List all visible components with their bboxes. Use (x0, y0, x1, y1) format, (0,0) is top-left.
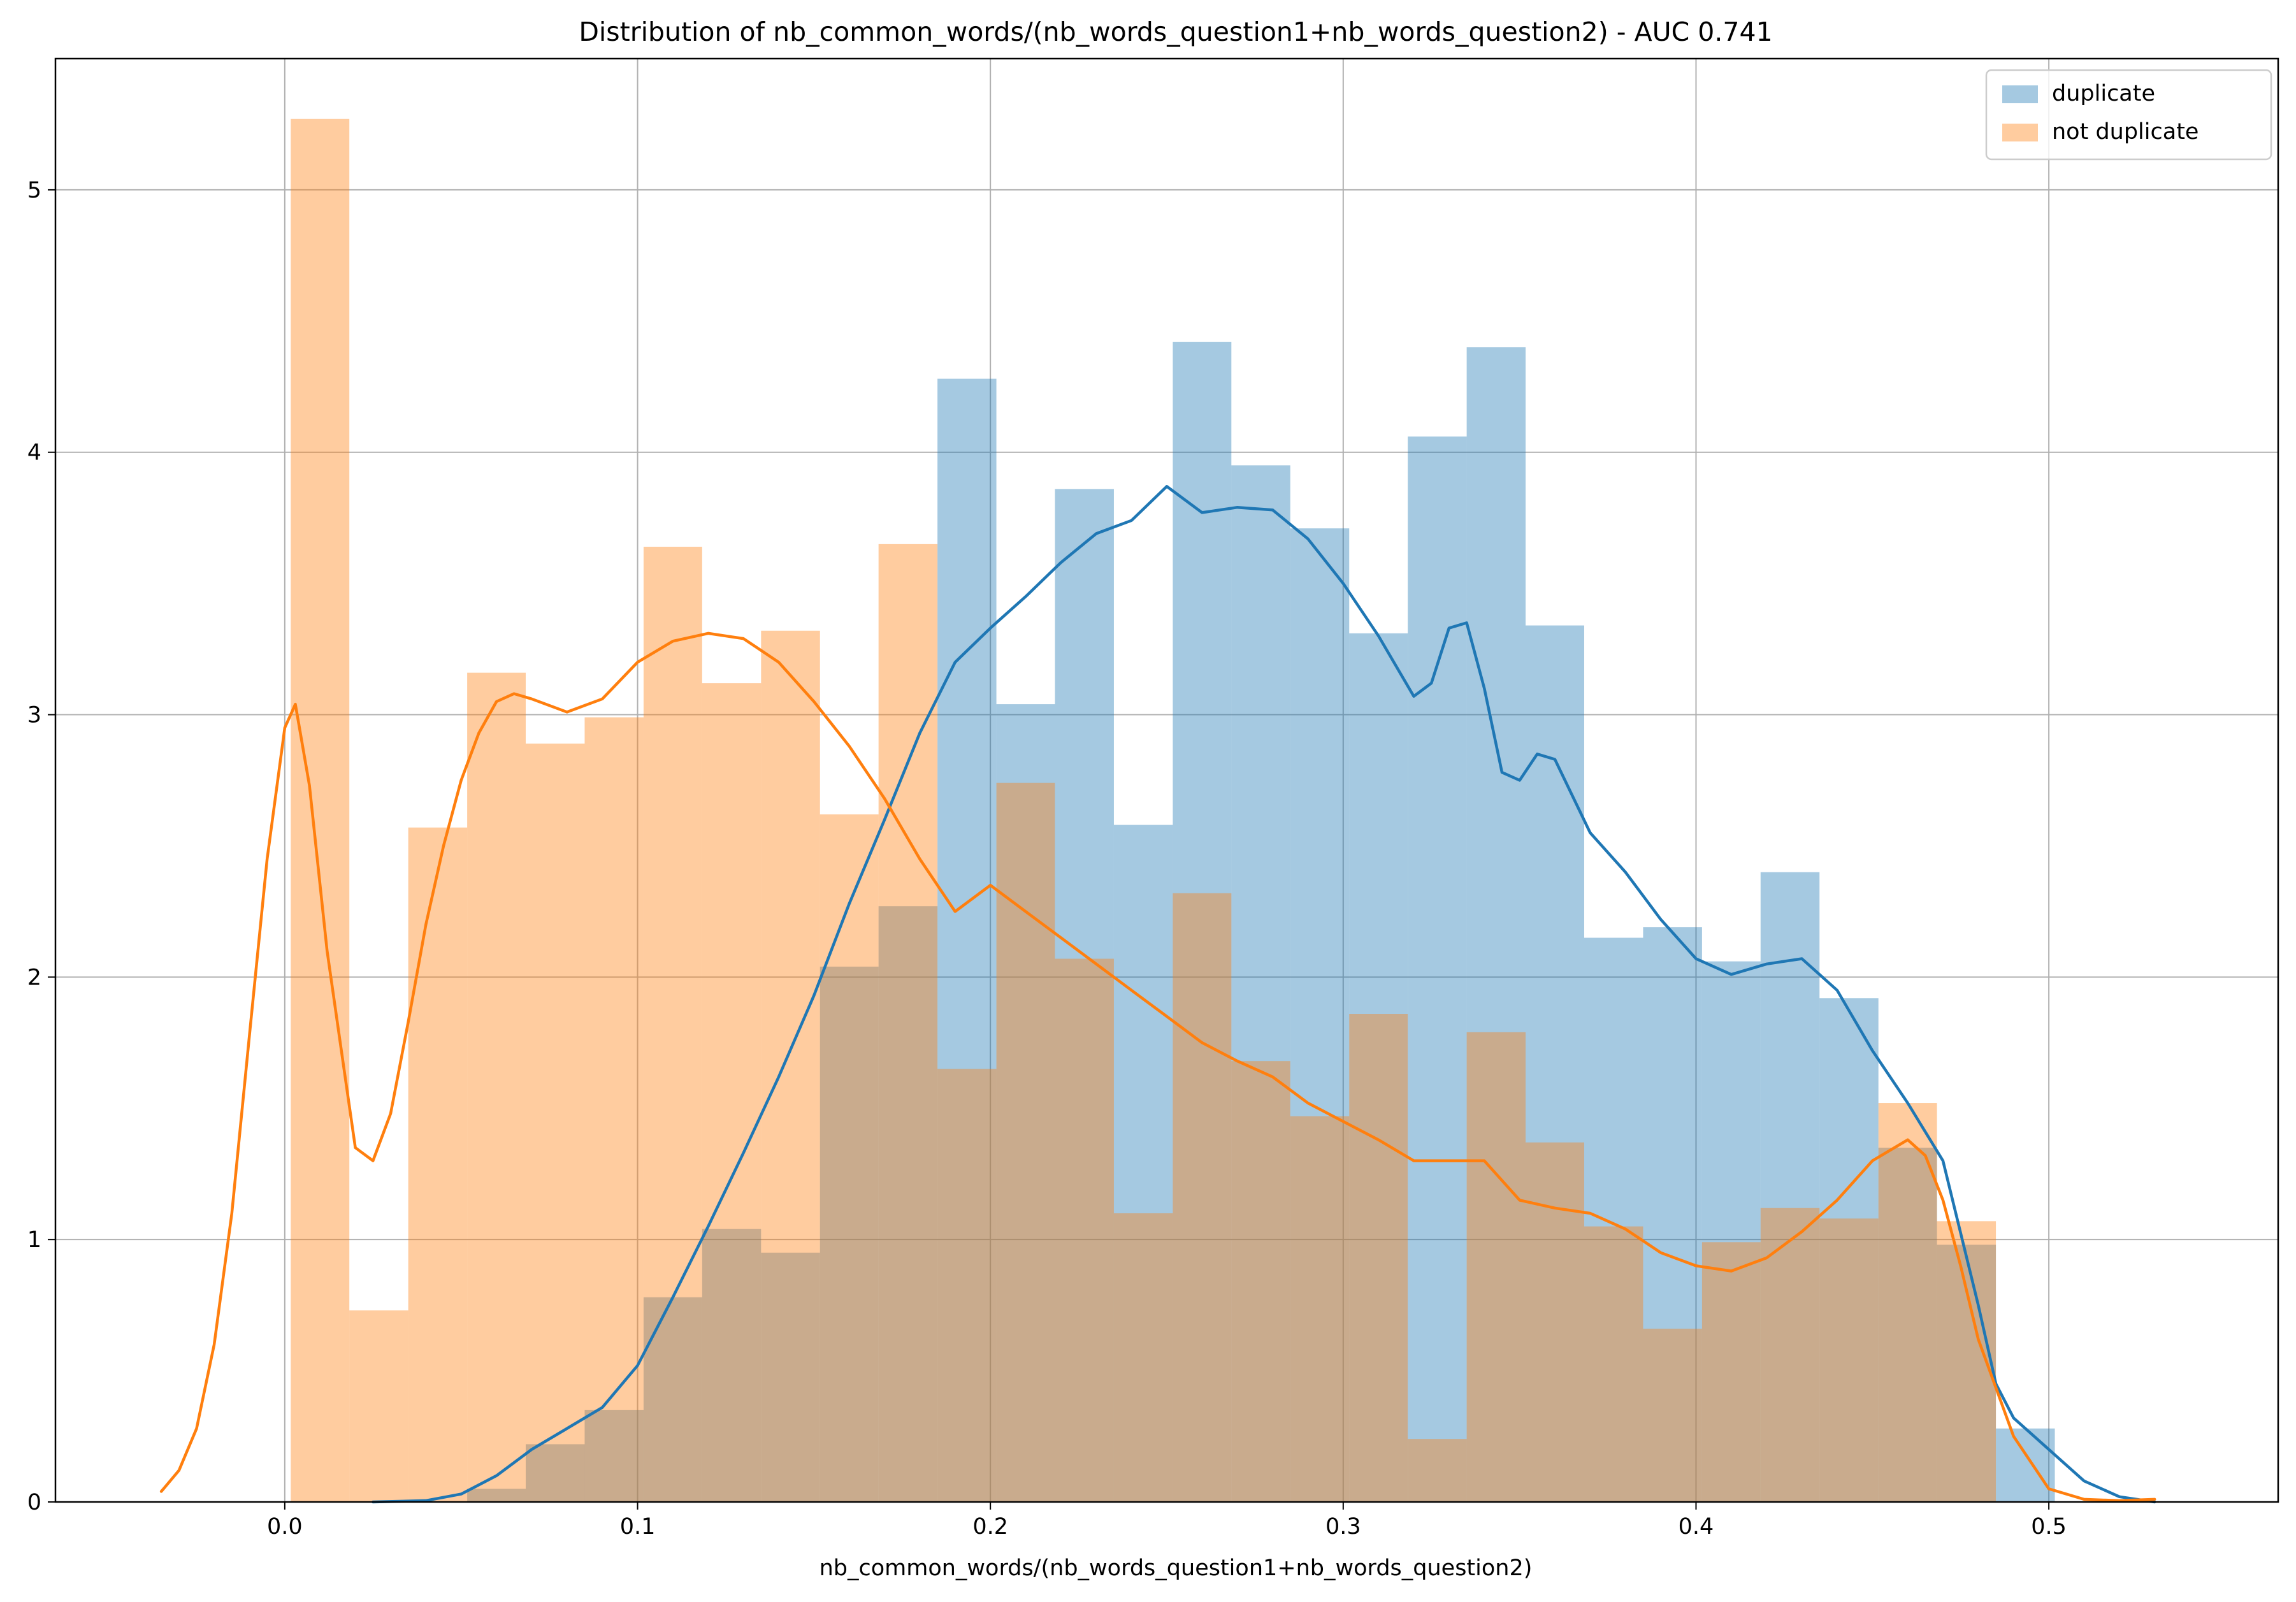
kde-curves (159, 485, 2156, 1504)
bar-duplicate (1819, 998, 1879, 1502)
y-tick-label: 0 (27, 1490, 41, 1515)
bar-not-duplicate (1466, 1032, 1526, 1502)
y-tick-label: 2 (27, 965, 41, 990)
bar-duplicate (1878, 1148, 1937, 1502)
x-tick-label: 0.0 (267, 1514, 303, 1540)
histogram-bars (291, 119, 2055, 1503)
bar-duplicate (584, 1410, 644, 1502)
bar-duplicate (878, 906, 938, 1502)
bar-duplicate (526, 1444, 585, 1502)
bar-not-duplicate (1643, 1329, 1702, 1502)
bar-not-duplicate (467, 672, 526, 1502)
bar-duplicate (1701, 961, 1761, 1502)
bar-not-duplicate (1878, 1103, 1937, 1502)
bar-duplicate (1231, 465, 1290, 1503)
bar-duplicate (1055, 489, 1114, 1502)
plot-area-frame (54, 57, 2279, 1503)
bar-duplicate (643, 1297, 702, 1502)
bar-duplicate (1113, 825, 1173, 1502)
bar-not-duplicate (996, 783, 1055, 1502)
bar-duplicate (1584, 937, 1643, 1502)
chart-title: Distribution of nb_common_words/(nb_word… (579, 17, 1772, 47)
kde-line-not-duplicate (159, 631, 2156, 1503)
y-tick-label: 5 (27, 178, 41, 203)
bar-not-duplicate (878, 544, 938, 1502)
bar-not-duplicate (761, 630, 820, 1502)
bar-duplicate (1760, 872, 1820, 1502)
bar-duplicate (1349, 633, 1408, 1502)
x-tick-label: 0.2 (972, 1514, 1008, 1540)
y-tick-label: 1 (27, 1227, 41, 1253)
bar-duplicate (1173, 342, 1232, 1502)
bar-not-duplicate (1173, 893, 1232, 1502)
bar-not-duplicate (1819, 1218, 1879, 1502)
bar-duplicate (1408, 437, 1467, 1502)
bar-not-duplicate (1290, 1116, 1350, 1502)
bar-duplicate (1466, 347, 1526, 1502)
bar-duplicate (1643, 927, 1702, 1502)
bar-duplicate (1290, 528, 1350, 1502)
legend-label-not-duplicate: not duplicate (2052, 119, 2199, 145)
bar-duplicate (702, 1229, 762, 1502)
bar-not-duplicate (1760, 1208, 1820, 1502)
bar-not-duplicate (937, 1069, 997, 1502)
y-tick-label: 4 (27, 440, 41, 466)
bar-duplicate (819, 966, 879, 1502)
bar-duplicate (761, 1252, 820, 1502)
legend-frame (1985, 69, 2272, 161)
bar-not-duplicate (702, 683, 762, 1502)
bar-duplicate (467, 1489, 526, 1502)
bar-not-duplicate (1584, 1226, 1643, 1502)
bar-not-duplicate (1349, 1014, 1408, 1502)
bar-duplicate (937, 379, 997, 1502)
bar-not-duplicate (643, 546, 702, 1502)
bar-not-duplicate (349, 1310, 408, 1502)
legend-label-duplicate: duplicate (2052, 81, 2155, 106)
bar-not-duplicate (408, 827, 468, 1502)
bar-not-duplicate (1408, 1439, 1467, 1502)
bar-not-duplicate (1055, 958, 1114, 1502)
x-tick-label: 0.3 (1325, 1514, 1361, 1540)
bar-not-duplicate (1526, 1142, 1584, 1502)
axis-ticks: 0.0 0.1 0.2 0.3 0.4 0.5 0 1 2 3 4 5 (27, 178, 2067, 1540)
x-tick-label: 0.5 (2031, 1514, 2067, 1540)
bar-duplicate (1526, 625, 1584, 1502)
x-tick-label: 0.1 (620, 1514, 656, 1540)
kde-line-duplicate (372, 485, 2156, 1504)
y-tick-label: 3 (27, 703, 41, 728)
legend-swatch-duplicate (2002, 85, 2038, 103)
bar-duplicate (1996, 1428, 2055, 1502)
bar-duplicate (996, 704, 1055, 1502)
bar-not-duplicate (291, 119, 350, 1502)
bar-not-duplicate (584, 717, 644, 1502)
x-axis-label: nb_common_words/(nb_words_question1+nb_w… (819, 1555, 1533, 1581)
bar-not-duplicate (1701, 1242, 1761, 1502)
bar-not-duplicate (1231, 1061, 1290, 1502)
grid-lines (55, 59, 2278, 1503)
x-tick-label: 0.4 (1679, 1514, 1714, 1540)
bar-not-duplicate (819, 814, 879, 1502)
bar-not-duplicate (1113, 1213, 1173, 1502)
legend-swatch-not-duplicate (2002, 124, 2038, 141)
bar-not-duplicate (526, 743, 585, 1502)
legend: duplicate not duplicate (1985, 69, 2272, 161)
